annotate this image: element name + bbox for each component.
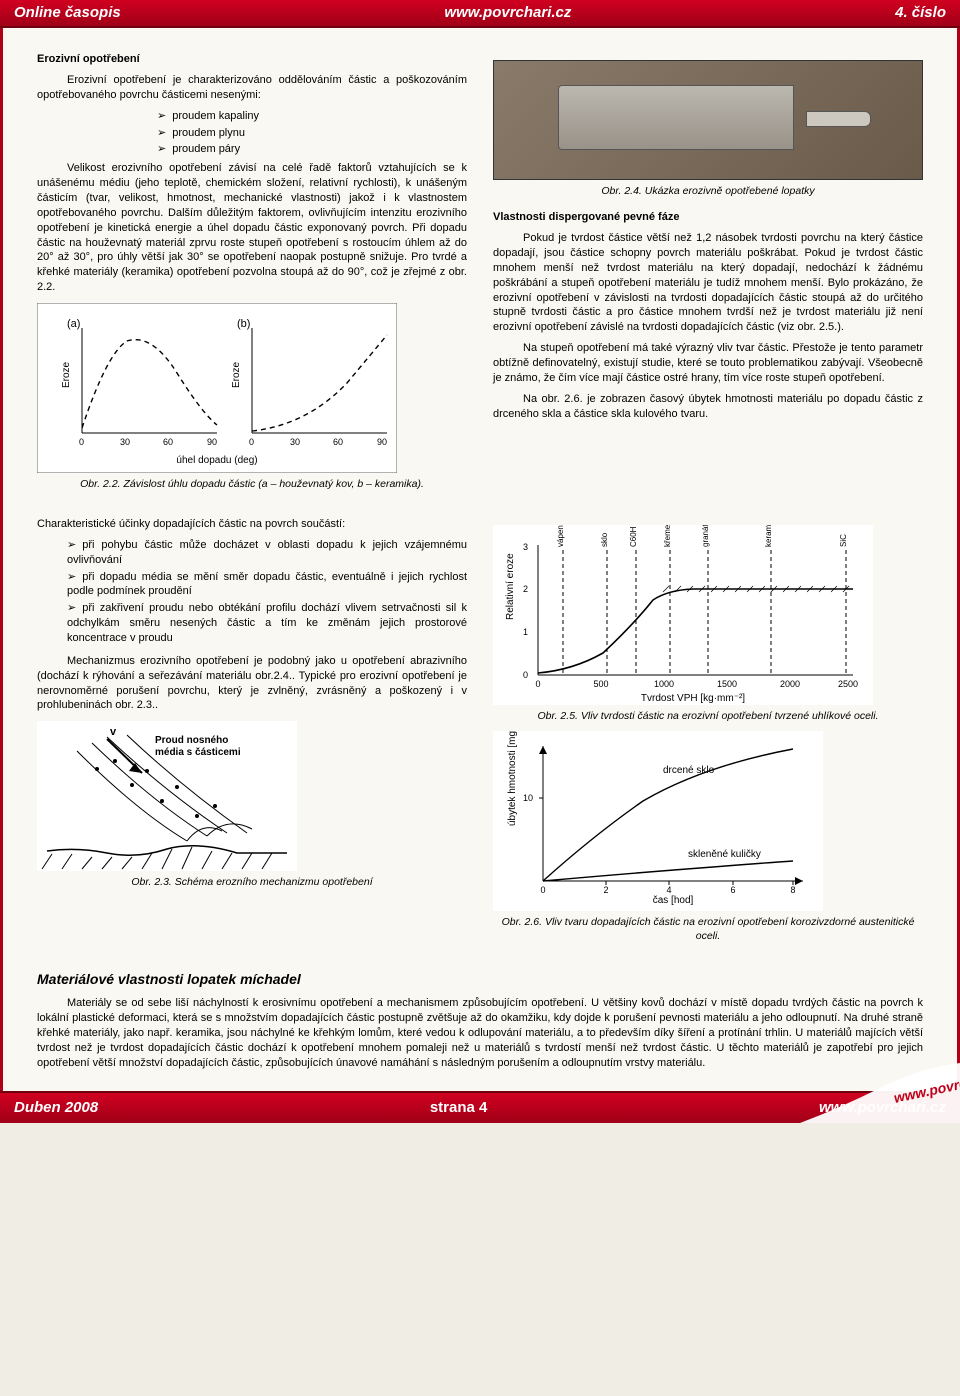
figure-caption: Obr. 2.2. Závislost úhlu dopadu částic (… xyxy=(37,477,467,491)
list-item: při pohybu částic může docházet v oblast… xyxy=(67,538,467,568)
svg-text:sklo: sklo xyxy=(600,532,609,547)
characteristics-list: při pohybu částic může docházet v oblast… xyxy=(37,538,467,646)
svg-text:3: 3 xyxy=(523,542,528,552)
header-center: www.povrchari.cz xyxy=(444,3,571,23)
list-item: proudem kapaliny xyxy=(157,109,467,124)
left-column: Erozivní opotřebení Erozivní opotřebení … xyxy=(37,52,467,499)
footer-left: Duben 2008 xyxy=(14,1098,98,1118)
svg-text:30: 30 xyxy=(120,437,130,447)
svg-text:úhel dopadu (deg): úhel dopadu (deg) xyxy=(176,455,257,466)
right-column-lower: Relativní eroze 0 1 2 3 0 500 1000 1500 200… xyxy=(493,517,923,952)
svg-text:60: 60 xyxy=(163,437,173,447)
svg-text:(b): (b) xyxy=(237,318,250,330)
page-number: strana 4 xyxy=(430,1098,488,1118)
svg-text:keramika: keramika xyxy=(764,525,773,547)
svg-text:0: 0 xyxy=(249,437,254,447)
svg-text:1500: 1500 xyxy=(717,679,737,689)
body-paragraph: Pokud je tvrdost částice větší než 1,2 n… xyxy=(493,231,923,335)
svg-text:média s částicemi: média s částicemi xyxy=(155,747,241,758)
svg-text:drcené sklo: drcené sklo xyxy=(663,765,715,776)
svg-text:60: 60 xyxy=(333,437,343,447)
body-paragraph: Na obr. 2.6. je zobrazen časový úbytek h… xyxy=(493,392,923,422)
figure-2-6: úbytek hmotnosti [mg] čas [hod] 10 0 2 4… xyxy=(493,731,923,943)
header-bar: Online časopis www.povrchari.cz 4. číslo xyxy=(0,0,960,28)
svg-text:1000: 1000 xyxy=(654,679,674,689)
svg-text:Tvrdost VPH [kg·mm⁻²]: Tvrdost VPH [kg·mm⁻²] xyxy=(641,693,745,704)
svg-text:Eroze: Eroze xyxy=(61,361,72,388)
subsection-heading: Vlastnosti dispergované pevné fáze xyxy=(493,210,923,225)
svg-text:2: 2 xyxy=(523,584,528,594)
chart-2-5: Relativní eroze 0 1 2 3 0 500 1000 1500 200… xyxy=(493,525,873,705)
left-column-lower: Charakteristické účinky dopadajících čás… xyxy=(37,517,467,952)
svg-text:0: 0 xyxy=(79,437,84,447)
section-heading: Erozivní opotřebení xyxy=(37,52,467,67)
svg-text:0: 0 xyxy=(535,679,540,689)
figure-2-2: (a) Eroze 0 30 60 90 (b) xyxy=(37,303,467,491)
svg-text:2: 2 xyxy=(603,885,608,895)
characteristics-title: Charakteristické účinky dopadajících čás… xyxy=(37,517,467,532)
svg-text:Eroze: Eroze xyxy=(231,361,242,388)
svg-text:1: 1 xyxy=(523,627,528,637)
svg-text:skleněné kuličky: skleněné kuličky xyxy=(688,849,761,860)
figure-2-5: Relativní eroze 0 1 2 3 0 500 1000 1500 200… xyxy=(493,525,923,723)
svg-text:úbytek hmotnosti [mg]: úbytek hmotnosti [mg] xyxy=(507,731,518,826)
svg-text:2000: 2000 xyxy=(780,679,800,689)
svg-text:90: 90 xyxy=(207,437,217,447)
svg-text:granát: granát xyxy=(701,525,710,547)
sample-photo xyxy=(493,60,923,180)
figure-2-4: Obr. 2.4. Ukázka erozivně opotřebené lop… xyxy=(493,60,923,198)
figure-caption: Obr. 2.6. Vliv tvaru dopadajících částic… xyxy=(493,915,923,943)
svg-text:v: v xyxy=(110,726,117,738)
chart-2-6: úbytek hmotnosti [mg] čas [hod] 10 0 2 4… xyxy=(493,731,823,911)
figure-caption: Obr. 2.3. Schéma erozního mechanizmu opo… xyxy=(37,875,467,889)
svg-text:0: 0 xyxy=(540,885,545,895)
svg-text:10: 10 xyxy=(523,793,533,803)
svg-text:90: 90 xyxy=(377,437,387,447)
list-item: proudem plynu xyxy=(157,126,467,141)
chart-2-2: (a) Eroze 0 30 60 90 (b) xyxy=(37,303,397,473)
svg-text:500: 500 xyxy=(593,679,608,689)
header-right: 4. číslo xyxy=(895,3,946,23)
list-item: při dopadu média se mění směr dopadu čás… xyxy=(67,570,467,600)
intro-text: Erozivní opotřebení je charakterizováno … xyxy=(37,73,467,103)
list-item: při zakřivení proudu nebo obtékání profi… xyxy=(67,601,467,646)
schematic-2-3: v xyxy=(37,721,297,871)
right-column: Obr. 2.4. Ukázka erozivně opotřebené lop… xyxy=(493,52,923,499)
figure-caption: Obr. 2.4. Ukázka erozivně opotřebené lop… xyxy=(493,184,923,198)
list-item: proudem páry xyxy=(157,142,467,157)
svg-text:6: 6 xyxy=(730,885,735,895)
svg-text:Proud nosného: Proud nosného xyxy=(155,735,228,746)
footer-right: www.povrchari.cz xyxy=(819,1098,946,1118)
svg-text:8: 8 xyxy=(790,885,795,895)
svg-text:0: 0 xyxy=(523,670,528,680)
svg-text:křemen: křemen xyxy=(663,525,672,547)
header-left: Online časopis xyxy=(14,3,121,23)
svg-text:2500: 2500 xyxy=(838,679,858,689)
svg-text:čas [hod]: čas [hod] xyxy=(653,895,694,906)
body-paragraph: Na stupeň opotřebení má také výrazný vli… xyxy=(493,341,923,386)
stream-list: proudem kapaliny proudem plynu proudem p… xyxy=(37,109,467,158)
svg-text:Relativní eroze: Relativní eroze xyxy=(505,553,516,620)
svg-text:C60H: C60H xyxy=(629,526,638,547)
body-paragraph: Velikost erozivního opotřebení závisí na… xyxy=(37,161,467,295)
body-paragraph: Mechanizmus erozivního opotřebení je pod… xyxy=(37,654,467,713)
svg-text:SiC: SiC xyxy=(839,534,848,547)
svg-text:4: 4 xyxy=(666,885,671,895)
svg-text:(a): (a) xyxy=(67,318,80,330)
section-title: Materiálové vlastnosti lopatek míchadel xyxy=(37,970,923,989)
body-paragraph: Materiály se od sebe liší náchylností k … xyxy=(37,996,923,1070)
svg-text:30: 30 xyxy=(290,437,300,447)
footer-bar: Duben 2008 strana 4 www.povrchari.cz www… xyxy=(0,1091,960,1123)
figure-caption: Obr. 2.5. Vliv tvrdosti částic na eroziv… xyxy=(493,709,923,723)
figure-2-3: v xyxy=(37,721,467,889)
svg-text:vápenec: vápenec xyxy=(556,525,565,547)
page-content: Erozivní opotřebení Erozivní opotřebení … xyxy=(0,28,960,1090)
